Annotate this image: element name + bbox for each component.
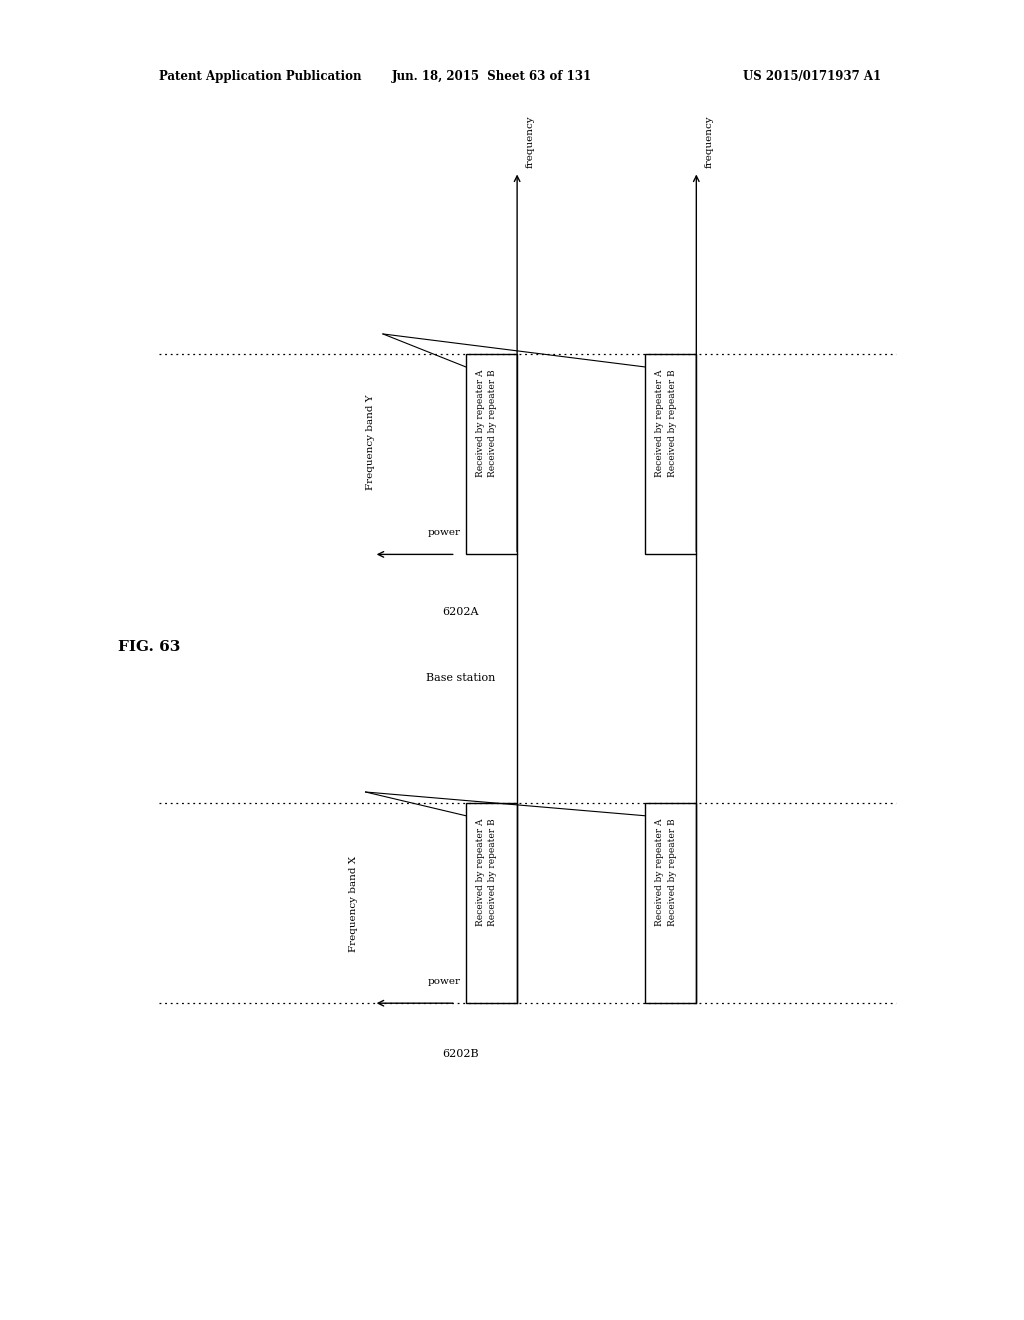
Bar xyxy=(645,803,696,1003)
Text: frequency: frequency xyxy=(525,115,535,168)
Text: Received by repeater B: Received by repeater B xyxy=(488,818,498,927)
Text: power: power xyxy=(428,977,461,986)
Text: US 2015/0171937 A1: US 2015/0171937 A1 xyxy=(742,70,881,83)
Text: 6202A: 6202A xyxy=(442,607,479,618)
Text: Received by repeater A: Received by repeater A xyxy=(655,370,665,477)
Text: Base station: Base station xyxy=(426,673,496,684)
Text: Received by repeater A: Received by repeater A xyxy=(476,818,485,925)
Text: Received by repeater B: Received by repeater B xyxy=(668,370,677,478)
Bar xyxy=(645,354,696,554)
Text: Patent Application Publication: Patent Application Publication xyxy=(159,70,361,83)
Text: power: power xyxy=(428,528,461,537)
Text: FIG. 63: FIG. 63 xyxy=(118,640,180,653)
Text: Jun. 18, 2015  Sheet 63 of 131: Jun. 18, 2015 Sheet 63 of 131 xyxy=(391,70,592,83)
Text: frequency: frequency xyxy=(705,115,714,168)
Text: 6202B: 6202B xyxy=(442,1049,479,1060)
Bar xyxy=(466,354,517,554)
Text: Received by repeater B: Received by repeater B xyxy=(668,818,677,927)
Bar xyxy=(466,803,517,1003)
Text: Received by repeater A: Received by repeater A xyxy=(655,818,665,925)
Text: Frequency band X: Frequency band X xyxy=(349,857,357,952)
Text: Received by repeater A: Received by repeater A xyxy=(476,370,485,477)
Text: Received by repeater B: Received by repeater B xyxy=(488,370,498,478)
Text: Frequency band Y: Frequency band Y xyxy=(367,395,375,490)
